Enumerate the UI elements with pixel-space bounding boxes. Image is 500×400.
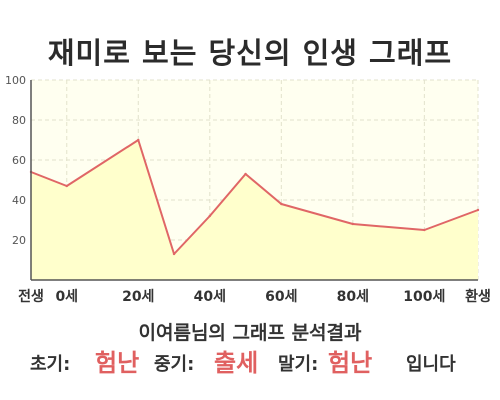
y-tick-label: 20 [12, 234, 26, 247]
data-point [244, 172, 247, 176]
area-fill [31, 140, 478, 280]
x-tick-label: 0세 [55, 289, 78, 305]
late-value: 험난 [328, 349, 373, 377]
middle-label: 중기: [154, 354, 195, 375]
result-suffix: 입니다 [406, 354, 456, 375]
x-tick-label: 전생 [18, 288, 44, 305]
data-point [280, 202, 283, 206]
page-title: 재미로 보는 당신의 인생 그래프 [47, 36, 453, 70]
middle-value: 출세 [214, 349, 259, 377]
result-heading: 이여름님의 그래프 분석결과 [138, 322, 362, 344]
y-tick-label: 100 [5, 74, 26, 87]
early-value: 험난 [95, 349, 140, 377]
y-tick-label: 80 [12, 114, 26, 127]
x-tick-label: 20세 [122, 289, 154, 305]
x-tick-label: 80세 [337, 289, 369, 305]
data-point [351, 222, 355, 226]
x-tick-label: 40세 [194, 289, 226, 305]
life-chart: 20 40 60 80 100 전생 0세 20세 40세 60세 80세 100세 환생 [5, 74, 491, 305]
x-tick-label: 100세 [403, 289, 445, 305]
data-point [137, 138, 140, 142]
early-label: 초기: [30, 354, 71, 375]
y-tick-label: 40 [12, 194, 26, 207]
data-point [423, 228, 426, 232]
x-tick-label: 60세 [265, 289, 297, 305]
result-summary: 초기: 험난 중기: 출세 말기: 험난 입니다 [30, 342, 490, 386]
x-tick-label: 환생 [465, 288, 491, 305]
data-point [172, 252, 176, 256]
late-label: 말기: [278, 354, 319, 375]
series-line [30, 139, 479, 255]
data-point [476, 208, 480, 212]
data-point [65, 184, 68, 188]
y-tick-label: 60 [12, 154, 26, 167]
data-point [208, 214, 211, 218]
